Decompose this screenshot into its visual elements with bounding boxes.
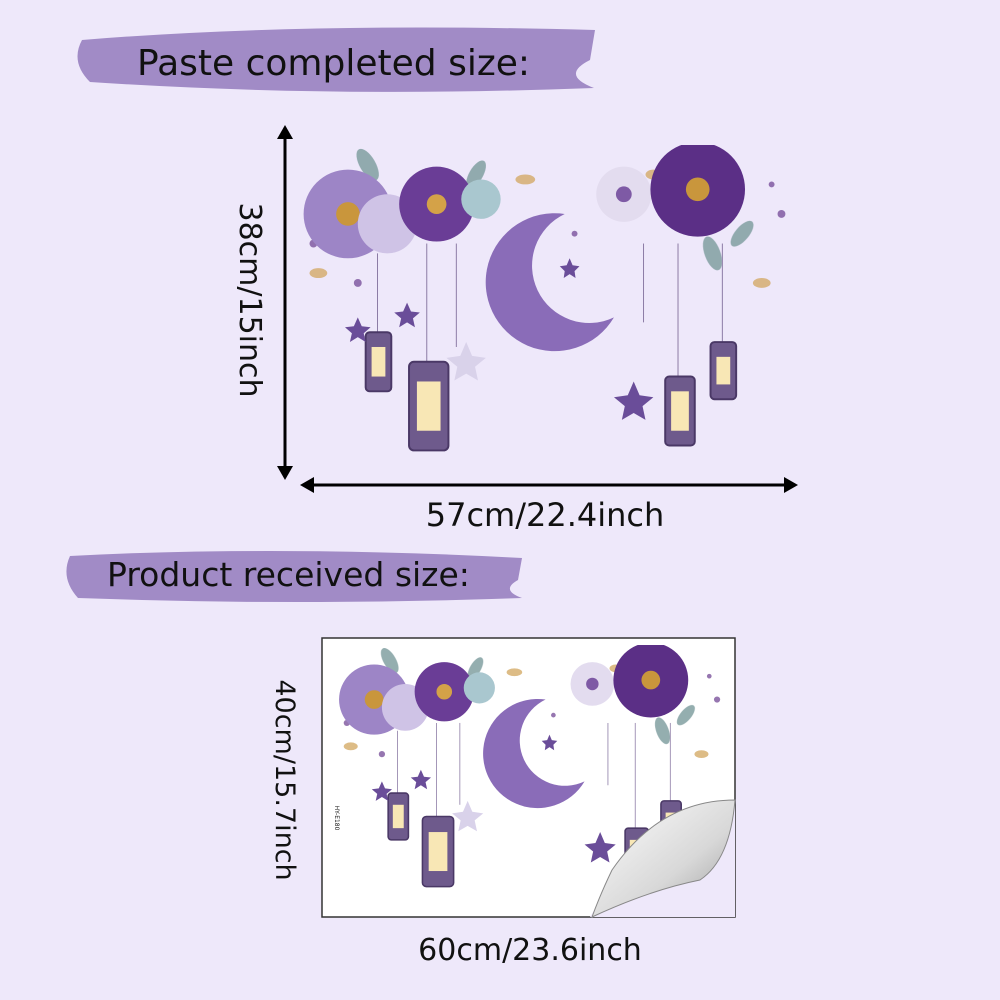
- sticker-art: [302, 145, 787, 452]
- height-arrow: [277, 125, 293, 480]
- height-label: 40cm/15.7inch: [269, 679, 300, 880]
- heading: Product received size:: [107, 555, 470, 594]
- width-label: 60cm/23.6inch: [418, 933, 642, 968]
- width-arrow: [300, 477, 798, 493]
- height-label: 38cm/15inch: [232, 202, 267, 397]
- heading-brush: [77, 27, 595, 92]
- width-label: 57cm/22.4inch: [426, 496, 665, 534]
- heading-brush: [66, 550, 522, 602]
- page-curl: [591, 799, 736, 918]
- sheet-code: HY-E180: [333, 806, 340, 831]
- heading: Paste completed size:: [137, 43, 530, 84]
